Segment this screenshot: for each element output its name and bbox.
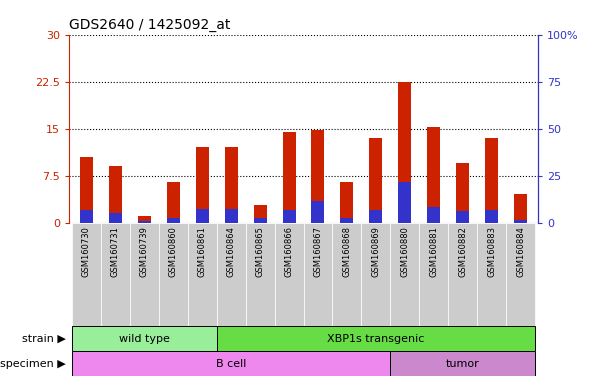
Bar: [109, 214, 122, 223]
Bar: [217, 223, 246, 326]
Bar: [109, 166, 122, 223]
Bar: [370, 138, 382, 223]
Text: GSM160883: GSM160883: [487, 226, 496, 277]
Bar: [254, 205, 267, 223]
Bar: [80, 157, 93, 223]
Bar: [485, 138, 498, 223]
Text: GSM160884: GSM160884: [516, 226, 525, 277]
Bar: [167, 218, 180, 223]
Bar: [340, 182, 353, 223]
Bar: [506, 223, 535, 326]
Text: GSM160867: GSM160867: [314, 226, 323, 277]
Bar: [72, 351, 390, 376]
Bar: [254, 218, 267, 223]
Bar: [188, 223, 217, 326]
Bar: [448, 223, 477, 326]
Bar: [514, 195, 527, 223]
Text: tumor: tumor: [446, 359, 480, 369]
Bar: [196, 209, 209, 223]
Bar: [159, 223, 188, 326]
Bar: [456, 212, 469, 223]
Bar: [398, 82, 411, 223]
Text: GSM160866: GSM160866: [284, 226, 293, 277]
Text: GSM160864: GSM160864: [227, 226, 236, 277]
Bar: [138, 217, 151, 223]
Bar: [514, 220, 527, 223]
Text: GSM160880: GSM160880: [400, 226, 409, 277]
Bar: [225, 209, 237, 223]
Bar: [282, 210, 296, 223]
Text: GSM160861: GSM160861: [198, 226, 207, 277]
Text: GDS2640 / 1425092_at: GDS2640 / 1425092_at: [69, 18, 231, 32]
Bar: [80, 210, 93, 223]
Bar: [311, 130, 325, 223]
Text: GSM160860: GSM160860: [169, 226, 178, 277]
Bar: [72, 326, 217, 351]
Bar: [390, 351, 535, 376]
Text: wild type: wild type: [119, 334, 170, 344]
Bar: [275, 223, 304, 326]
Text: GSM160868: GSM160868: [343, 226, 352, 277]
Bar: [477, 223, 506, 326]
Bar: [456, 163, 469, 223]
Bar: [427, 207, 440, 223]
Text: GSM160865: GSM160865: [255, 226, 264, 277]
Bar: [246, 223, 275, 326]
Bar: [398, 182, 411, 223]
Bar: [485, 210, 498, 223]
Bar: [282, 132, 296, 223]
Bar: [196, 147, 209, 223]
Bar: [304, 223, 332, 326]
Bar: [311, 201, 325, 223]
Text: XBP1s transgenic: XBP1s transgenic: [327, 334, 424, 344]
Text: GSM160881: GSM160881: [429, 226, 438, 277]
Bar: [390, 223, 419, 326]
Bar: [130, 223, 159, 326]
Bar: [138, 221, 151, 223]
Text: GSM160739: GSM160739: [140, 226, 149, 277]
Bar: [217, 326, 535, 351]
Text: strain ▶: strain ▶: [22, 334, 66, 344]
Text: GSM160869: GSM160869: [371, 226, 380, 277]
Text: GSM160731: GSM160731: [111, 226, 120, 277]
Text: B cell: B cell: [216, 359, 246, 369]
Bar: [332, 223, 361, 326]
Text: GSM160730: GSM160730: [82, 226, 91, 277]
Bar: [225, 147, 237, 223]
Text: GSM160882: GSM160882: [458, 226, 467, 277]
Bar: [72, 223, 101, 326]
Bar: [340, 218, 353, 223]
Bar: [419, 223, 448, 326]
Bar: [101, 223, 130, 326]
Bar: [167, 182, 180, 223]
Text: specimen ▶: specimen ▶: [1, 359, 66, 369]
Bar: [361, 223, 390, 326]
Bar: [370, 210, 382, 223]
Bar: [427, 127, 440, 223]
